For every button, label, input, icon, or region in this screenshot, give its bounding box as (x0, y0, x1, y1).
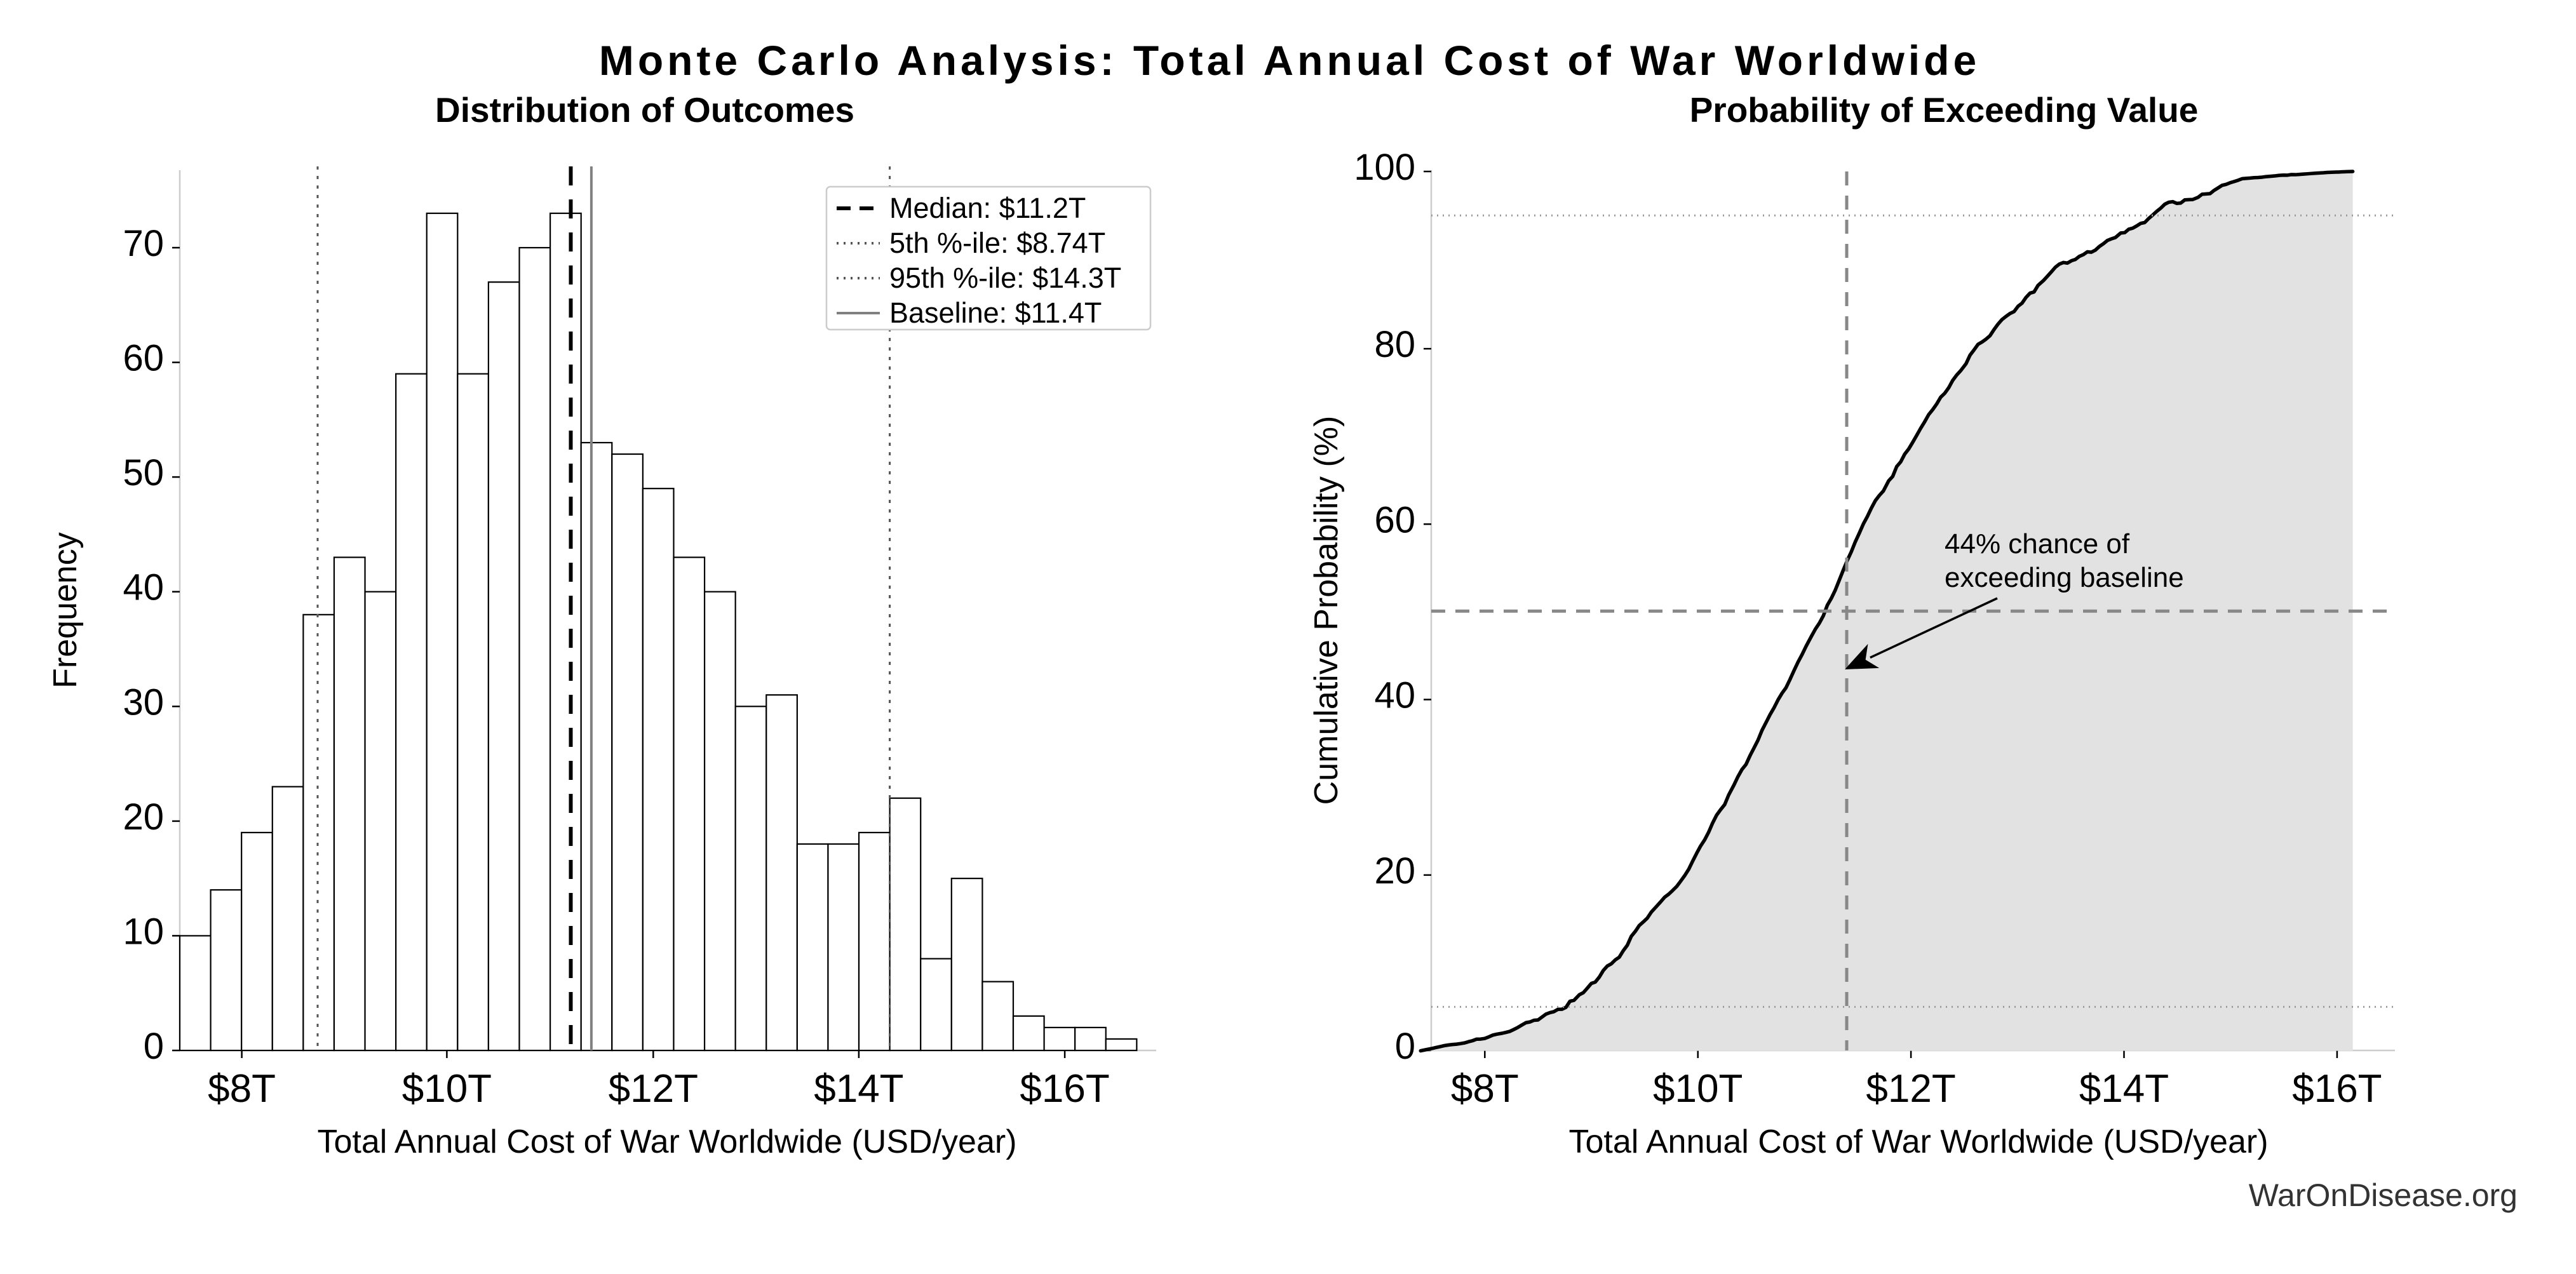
svg-text:5th %-ile: $8.74T: 5th %-ile: $8.74T (889, 227, 1105, 259)
svg-text:Cumulative Probability (%): Cumulative Probability (%) (1308, 416, 1345, 805)
svg-text:Total Annual Cost of War World: Total Annual Cost of War Worldwide (USD/… (1568, 1123, 2268, 1160)
svg-text:$12T: $12T (609, 1067, 698, 1111)
svg-text:40: 40 (123, 567, 164, 608)
svg-text:20: 20 (1374, 850, 1415, 892)
svg-text:50: 50 (123, 452, 164, 493)
svg-text:100: 100 (1354, 147, 1415, 188)
svg-text:$10T: $10T (402, 1067, 492, 1111)
svg-text:95th %-ile: $14.3T: 95th %-ile: $14.3T (889, 262, 1121, 294)
svg-text:10: 10 (123, 911, 164, 952)
svg-text:$10T: $10T (1653, 1067, 1743, 1111)
svg-text:Probability of Exceeding Value: Probability of Exceeding Value (1690, 90, 2199, 130)
svg-text:Distribution of Outcomes: Distribution of Outcomes (435, 90, 854, 130)
svg-text:Frequency: Frequency (47, 532, 84, 688)
svg-text:$16T: $16T (2292, 1067, 2382, 1111)
svg-text:$16T: $16T (1020, 1067, 1109, 1111)
svg-text:80: 80 (1374, 324, 1415, 365)
svg-text:Median: $11.2T: Median: $11.2T (889, 192, 1086, 224)
svg-text:44% chance of: 44% chance of (1945, 528, 2130, 560)
svg-text:40: 40 (1374, 675, 1415, 716)
svg-text:exceeding baseline: exceeding baseline (1945, 562, 2184, 593)
svg-text:60: 60 (123, 338, 164, 379)
svg-text:$14T: $14T (814, 1067, 903, 1111)
svg-text:60: 60 (1374, 499, 1415, 540)
svg-text:20: 20 (123, 796, 164, 838)
svg-text:0: 0 (144, 1026, 164, 1067)
svg-text:$14T: $14T (2079, 1067, 2169, 1111)
svg-text:Baseline: $11.4T: Baseline: $11.4T (889, 297, 1102, 329)
svg-text:$8T: $8T (1451, 1067, 1519, 1111)
svg-text:0: 0 (1395, 1026, 1415, 1067)
svg-text:$12T: $12T (1866, 1067, 1955, 1111)
svg-text:30: 30 (123, 681, 164, 723)
svg-text:WarOnDisease.org: WarOnDisease.org (2249, 1177, 2518, 1213)
svg-text:Total Annual Cost of War World: Total Annual Cost of War Worldwide (USD/… (317, 1123, 1016, 1160)
svg-text:$8T: $8T (208, 1067, 276, 1111)
svg-text:Monte Carlo Analysis: Total An: Monte Carlo Analysis: Total Annual Cost … (599, 37, 1980, 84)
svg-text:70: 70 (123, 223, 164, 264)
